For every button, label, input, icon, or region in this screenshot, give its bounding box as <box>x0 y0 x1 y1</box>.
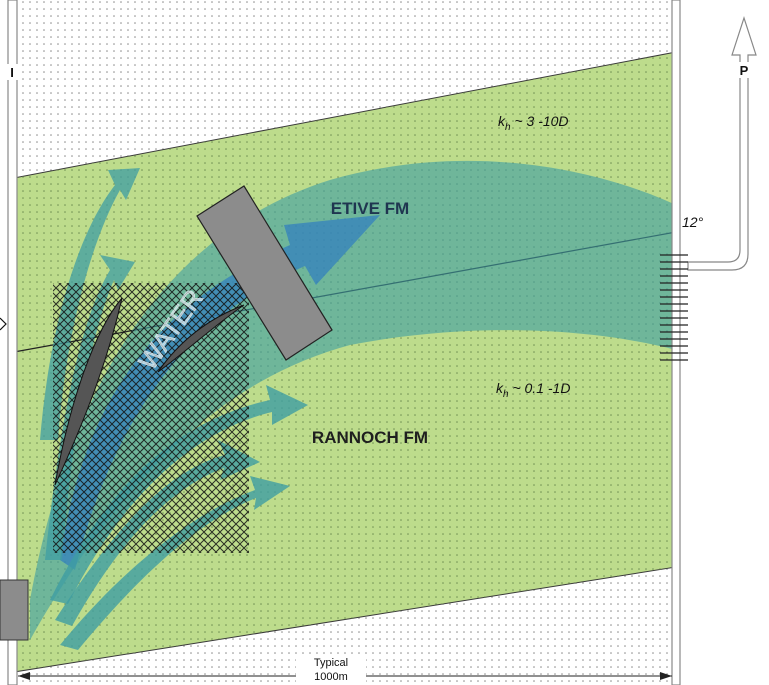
injector-well-label: I <box>10 65 14 80</box>
rannoch-formation-label: RANNOCH FM <box>312 428 428 447</box>
scale-label-background <box>296 655 366 685</box>
producer-perforations <box>660 254 688 361</box>
producer-well-pipe <box>671 0 681 685</box>
flow-arrow-rannoch-3 <box>60 476 290 650</box>
baffle-lens-right <box>157 304 245 373</box>
producer-label-background <box>736 62 752 78</box>
baffle-lens-left <box>54 297 123 486</box>
scale-label-line2: 1000m <box>314 671 348 683</box>
rannoch-permeability-label: kh ~ 0.1 -1D <box>496 380 570 400</box>
main-flow-arc <box>30 160 676 640</box>
etive-permeability-label: kh ~ 3 -10D <box>498 113 569 133</box>
crosshatch-baffle-zone <box>53 283 249 553</box>
flow-arrow-rannoch-1 <box>50 385 308 604</box>
injector-label-background <box>5 64 20 80</box>
dip-angle-label: 12° <box>682 214 704 230</box>
producer-tubing <box>687 16 757 271</box>
injector-well-pipe <box>7 0 18 685</box>
injector-well-perforation <box>0 579 29 641</box>
etive-formation-label: ETIVE FM <box>331 199 409 218</box>
producer-well-label: P <box>740 63 749 78</box>
grey-block <box>196 185 333 361</box>
scale-label-line1: Typical <box>314 657 348 669</box>
left-edge-tick <box>0 317 7 331</box>
